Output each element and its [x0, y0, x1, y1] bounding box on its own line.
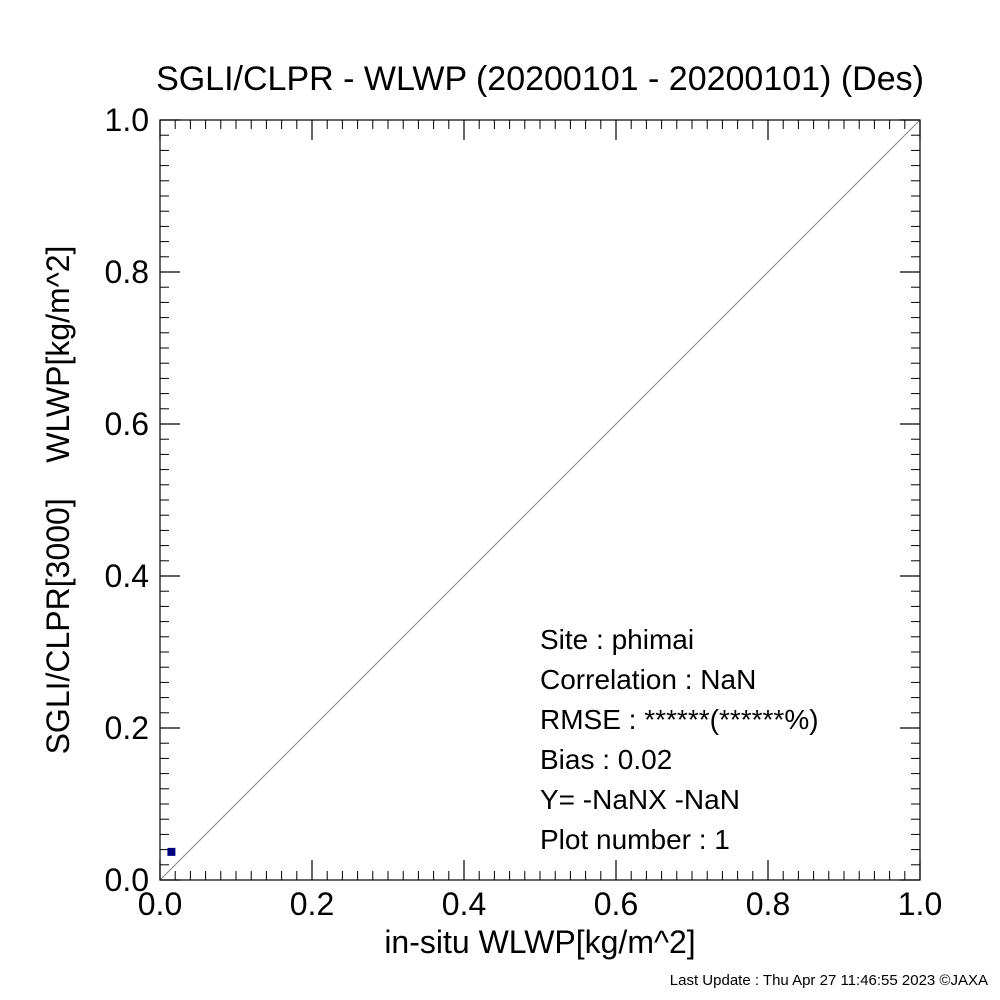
y-tick-label: 0.4 [105, 558, 149, 594]
stat-rmse: RMSE : ******(******%) [540, 704, 819, 735]
plot-area: 0.0 0.2 0.4 0.6 0.8 1.0 0.0 0.2 0.4 0.6 0.8 1.0 [105, 102, 943, 922]
stat-site: Site : phimai [540, 624, 694, 655]
footer-last-update: Last Update : Thu Apr 27 11:46:55 2023 ©… [670, 972, 988, 989]
y-tick-label: 0.8 [105, 254, 149, 290]
stat-regression: Y= -NaNX -NaN [540, 784, 740, 815]
x-tick-label: 0.4 [442, 886, 486, 922]
stats-box: Site : phimai Correlation : NaN RMSE : *… [540, 624, 819, 855]
stat-bias: Bias : 0.02 [540, 744, 672, 775]
one-to-one-line [159, 119, 921, 881]
data-point [167, 847, 176, 856]
chart-title: SGLI/CLPR - WLWP (20200101 - 20200101) (… [156, 60, 924, 98]
stat-plot-number: Plot number : 1 [540, 824, 730, 855]
x-tick-label: 0.0 [138, 886, 182, 922]
y-tick-label: 0.0 [105, 862, 149, 898]
x-axis-label: in-situ WLWP[kg/m^2] [384, 924, 695, 960]
x-tick-label: 0.8 [746, 886, 790, 922]
x-tick-label: 1.0 [898, 886, 942, 922]
y-axis-label: SGLI/CLPR[3000] WLWP[kg/m^2] [40, 246, 76, 755]
x-tick-label: 0.2 [290, 886, 334, 922]
stat-correlation: Correlation : NaN [540, 664, 756, 695]
y-tick-label: 0.2 [105, 710, 149, 746]
y-tick-label: 0.6 [105, 406, 149, 442]
x-tick-label: 0.6 [594, 886, 638, 922]
y-tick-label: 1.0 [105, 102, 149, 138]
